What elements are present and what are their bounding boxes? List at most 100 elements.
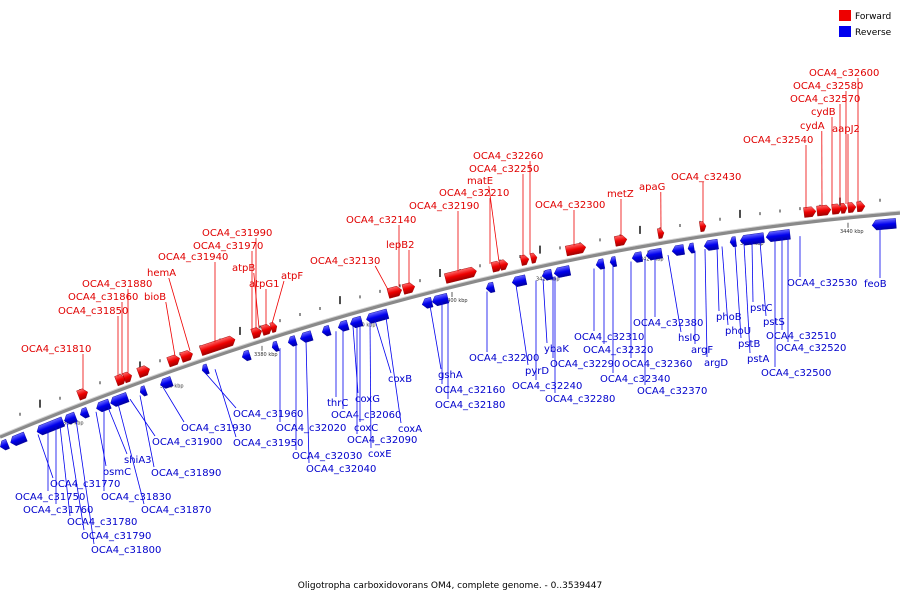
reverse-gene-glyph[interactable] bbox=[645, 247, 663, 261]
reverse-gene-label: pstS bbox=[763, 317, 785, 328]
reverse-gene-label: OCA4_c31950 bbox=[233, 438, 303, 449]
reverse-gene-glyph[interactable] bbox=[631, 251, 644, 264]
reverse-gene-glyph[interactable] bbox=[35, 416, 66, 437]
forward-gene-glyph[interactable] bbox=[847, 202, 857, 213]
forward-leader-line bbox=[488, 185, 500, 262]
reverse-gene-glyph[interactable] bbox=[421, 296, 434, 309]
forward-gene-glyph[interactable] bbox=[856, 201, 866, 213]
forward-gene-glyph[interactable] bbox=[114, 373, 128, 387]
reverse-leader-line bbox=[117, 403, 145, 505]
reverse-gene-label: OCA4_c31900 bbox=[152, 437, 222, 448]
caption: Oligotropha carboxidovorans OM4, complet… bbox=[298, 581, 602, 591]
forward-gene-label: OCA4_c32570 bbox=[790, 94, 860, 105]
reverse-gene-glyph[interactable] bbox=[0, 438, 10, 451]
reverse-gene-glyph[interactable] bbox=[765, 229, 791, 242]
reverse-gene-glyph[interactable] bbox=[63, 411, 78, 426]
reverse-gene-glyph[interactable] bbox=[729, 236, 737, 248]
reverse-gene-label: OCA4_c31790 bbox=[81, 531, 151, 542]
reverse-gene-glyph[interactable] bbox=[271, 340, 280, 352]
reverse-gene-glyph[interactable] bbox=[871, 218, 897, 231]
forward-gene-label: matE bbox=[467, 176, 493, 187]
forward-gene-glyph[interactable] bbox=[498, 259, 509, 271]
forward-leader-line bbox=[168, 277, 191, 351]
reverse-gene-glyph[interactable] bbox=[241, 349, 252, 362]
reverse-gene-label: argD bbox=[704, 358, 728, 369]
forward-gene-glyph[interactable] bbox=[816, 204, 832, 217]
forward-gene-glyph[interactable] bbox=[269, 321, 279, 333]
forward-gene-label: OCA4_c32130 bbox=[310, 256, 380, 267]
reverse-gene-glyph[interactable] bbox=[109, 392, 130, 408]
forward-gene-glyph[interactable] bbox=[166, 354, 182, 368]
reverse-gene-glyph[interactable] bbox=[553, 265, 572, 278]
reverse-gene-glyph[interactable] bbox=[159, 376, 174, 389]
forward-gene-glyph[interactable] bbox=[840, 202, 848, 214]
reverse-gene-label: thrC bbox=[327, 398, 348, 409]
reverse-gene-label: hslO bbox=[678, 333, 700, 344]
forward-gene-glyph[interactable] bbox=[260, 323, 274, 336]
reverse-gene-label: OCA4_c31870 bbox=[141, 505, 211, 516]
forward-gene-glyph[interactable] bbox=[179, 349, 195, 363]
reverse-gene-label: OCA4_c32310 bbox=[574, 332, 644, 343]
reverse-gene-glyph[interactable] bbox=[201, 363, 210, 375]
forward-gene-glyph[interactable] bbox=[656, 228, 665, 239]
reverse-gene-glyph[interactable] bbox=[485, 281, 496, 294]
reverse-gene-label: OCA4_c31780 bbox=[67, 517, 137, 528]
reverse-leader-line bbox=[139, 395, 155, 468]
forward-gene-glyph[interactable] bbox=[519, 254, 530, 266]
forward-gene-glyph[interactable] bbox=[199, 335, 236, 356]
reverse-gene-label: OCA4_c32040 bbox=[306, 464, 376, 475]
forward-gene-glyph[interactable] bbox=[529, 252, 538, 264]
forward-leader-line bbox=[271, 280, 285, 324]
reverse-gene-label: coxC bbox=[354, 423, 378, 434]
reverse-gene-glyph[interactable] bbox=[78, 407, 90, 419]
forward-gene-glyph[interactable] bbox=[122, 371, 134, 384]
reverse-gene-glyph[interactable] bbox=[95, 398, 112, 413]
reverse-gene-glyph[interactable] bbox=[337, 319, 350, 332]
forward-gene-label: atpB bbox=[232, 263, 255, 274]
reverse-gene-label: OCA4_c31760 bbox=[23, 505, 93, 516]
reverse-gene-glyph[interactable] bbox=[9, 431, 28, 447]
reverse-gene-glyph[interactable] bbox=[595, 258, 606, 270]
reverse-leader-line bbox=[542, 278, 548, 344]
reverse-gene-label: OCA4_c32510 bbox=[766, 331, 836, 342]
reverse-gene-glyph[interactable] bbox=[365, 308, 390, 324]
reverse-gene-glyph[interactable] bbox=[299, 330, 314, 344]
reverse-leader-line bbox=[95, 411, 107, 467]
reverse-gene-glyph[interactable] bbox=[703, 238, 719, 251]
forward-gene-glyph[interactable] bbox=[564, 242, 587, 257]
forward-gene-glyph[interactable] bbox=[401, 282, 416, 295]
reverse-gene-glyph[interactable] bbox=[687, 242, 695, 254]
reverse-gene-label: feoB bbox=[864, 279, 887, 290]
forward-gene-glyph[interactable] bbox=[803, 206, 817, 218]
reverse-gene-glyph[interactable] bbox=[321, 325, 332, 337]
forward-gene-label: lepB2 bbox=[386, 240, 415, 251]
reverse-leader-line bbox=[204, 372, 237, 409]
reverse-gene-glyph[interactable] bbox=[671, 244, 685, 256]
forward-gene-glyph[interactable] bbox=[136, 364, 152, 379]
legend-reverse-swatch bbox=[839, 26, 851, 37]
reverse-leader-line bbox=[129, 398, 156, 437]
reverse-gene-glyph[interactable] bbox=[511, 274, 528, 288]
reverse-gene-label: OCA4_c32160 bbox=[435, 385, 505, 396]
forward-gene-glyph[interactable] bbox=[76, 387, 90, 401]
reverse-gene-label: OCA4_c32360 bbox=[622, 359, 692, 370]
forward-gene-glyph[interactable] bbox=[386, 285, 403, 299]
reverse-gene-glyph[interactable] bbox=[431, 292, 450, 307]
reverse-leader-line bbox=[716, 247, 720, 312]
reverse-gene-glyph[interactable] bbox=[609, 256, 618, 268]
reverse-gene-label: OCA4_c32530 bbox=[787, 278, 857, 289]
forward-gene-glyph[interactable] bbox=[831, 203, 843, 215]
reverse-gene-label: pyrD bbox=[525, 366, 549, 377]
reverse-gene-label: pstA bbox=[747, 354, 769, 365]
reverse-gene-glyph[interactable] bbox=[541, 268, 554, 281]
reverse-gene-glyph[interactable] bbox=[138, 385, 148, 397]
forward-gene-glyph[interactable] bbox=[250, 326, 264, 339]
reverse-gene-glyph[interactable] bbox=[287, 335, 298, 347]
reverse-gene-glyph[interactable] bbox=[739, 232, 765, 246]
forward-gene-glyph[interactable] bbox=[699, 221, 707, 233]
reverse-gene-label: OCA4_c31800 bbox=[91, 545, 161, 556]
reverse-gene-label: OCA4_c32090 bbox=[347, 435, 417, 446]
reverse-gene-label: OCA4_c31890 bbox=[151, 468, 221, 479]
forward-gene-glyph[interactable] bbox=[444, 266, 477, 284]
